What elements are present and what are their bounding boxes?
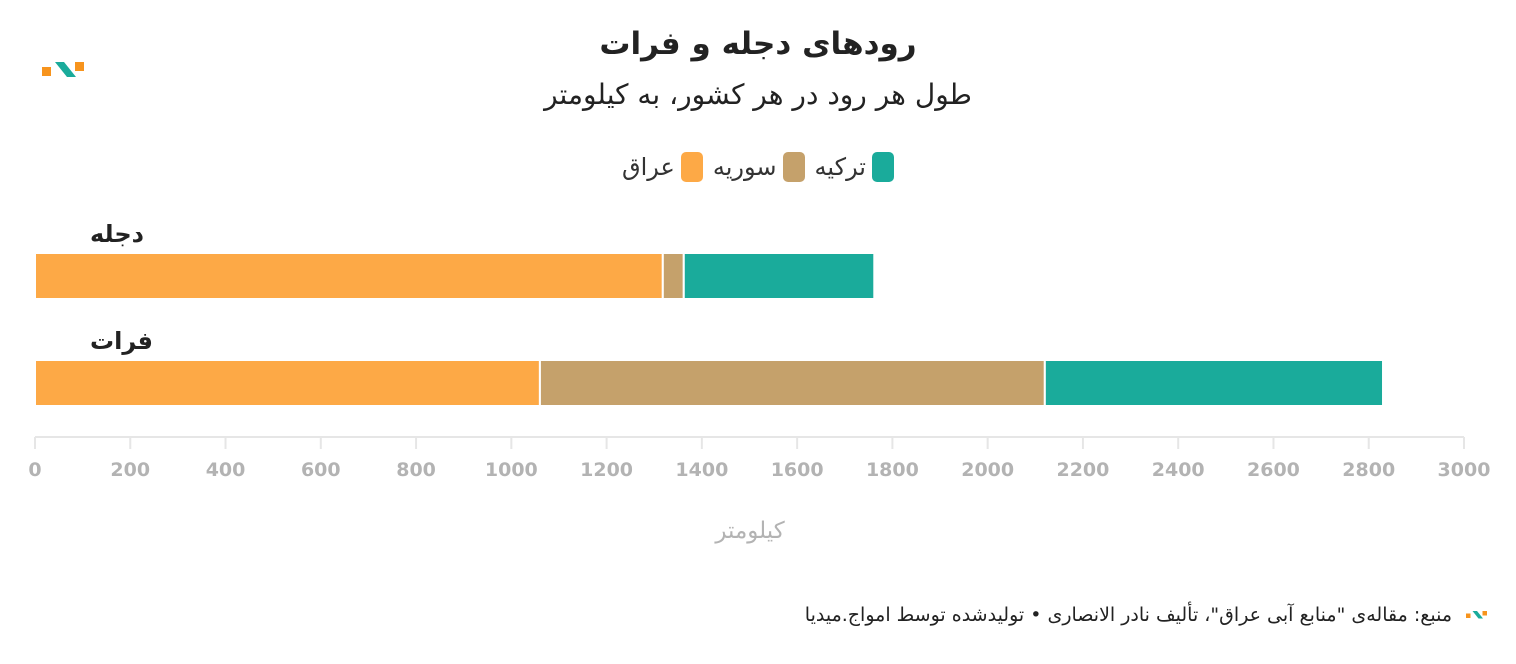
x-tick-label: 400 bbox=[206, 459, 246, 481]
bar-segment[interactable] bbox=[1043, 359, 1385, 407]
chart-legend: ترکیه سوریه عراق bbox=[0, 152, 1516, 182]
bar-segment[interactable] bbox=[34, 359, 541, 407]
x-tick-label: 2800 bbox=[1342, 459, 1395, 481]
x-tick-label: 1800 bbox=[866, 459, 919, 481]
x-tick-label: 1200 bbox=[580, 459, 633, 481]
x-tick-label: 200 bbox=[110, 459, 150, 481]
legend-swatch-iraq bbox=[680, 152, 703, 182]
bar-segment[interactable] bbox=[34, 252, 664, 300]
x-tick-label: 1600 bbox=[771, 459, 824, 481]
x-tick-label: 2000 bbox=[961, 459, 1014, 481]
x-tick-label: 1400 bbox=[675, 459, 728, 481]
legend-item-turkey[interactable]: ترکیه bbox=[815, 152, 894, 182]
chart-title: رودهای دجله و فرات bbox=[599, 26, 917, 62]
source-text: منبع: مقاله‌ی "منابع آبی عراق"، تألیف نا… bbox=[804, 604, 1452, 626]
legend-label-iraq: عراق bbox=[622, 153, 675, 181]
x-tick-label: 2200 bbox=[1056, 459, 1109, 481]
x-tick-label: 1000 bbox=[485, 459, 538, 481]
x-tick-label: 3000 bbox=[1438, 459, 1491, 481]
legend-swatch-turkey bbox=[872, 152, 894, 182]
category-label: فرات bbox=[90, 327, 153, 355]
chart-subtitle: طول هر رود در هر کشور، به کیلومتر bbox=[544, 78, 972, 111]
category-label: دجله bbox=[90, 220, 144, 248]
x-tick-label: 2400 bbox=[1152, 459, 1205, 481]
x-tick-label: 800 bbox=[396, 459, 436, 481]
legend-label-turkey: ترکیه bbox=[814, 153, 866, 181]
x-tick-label: 600 bbox=[301, 459, 341, 481]
bar-segment[interactable] bbox=[538, 359, 1046, 407]
legend-label-syria: سوریه bbox=[712, 153, 777, 181]
brand-logo-icon bbox=[42, 62, 84, 77]
x-tick-label: 0 bbox=[28, 459, 41, 481]
bar-segment[interactable] bbox=[682, 252, 876, 300]
legend-item-syria[interactable]: سوریه bbox=[713, 152, 805, 182]
x-axis-title: کیلومتر bbox=[714, 518, 784, 544]
brand-logo-small-icon bbox=[1466, 611, 1487, 619]
legend-item-iraq[interactable]: عراق bbox=[622, 152, 703, 182]
x-tick-label: 2600 bbox=[1247, 459, 1300, 481]
source-footer: منبع: مقاله‌ی "منابع آبی عراق"، تألیف نا… bbox=[805, 604, 1488, 626]
legend-swatch-syria bbox=[782, 152, 805, 182]
bar-segment[interactable] bbox=[661, 252, 685, 300]
